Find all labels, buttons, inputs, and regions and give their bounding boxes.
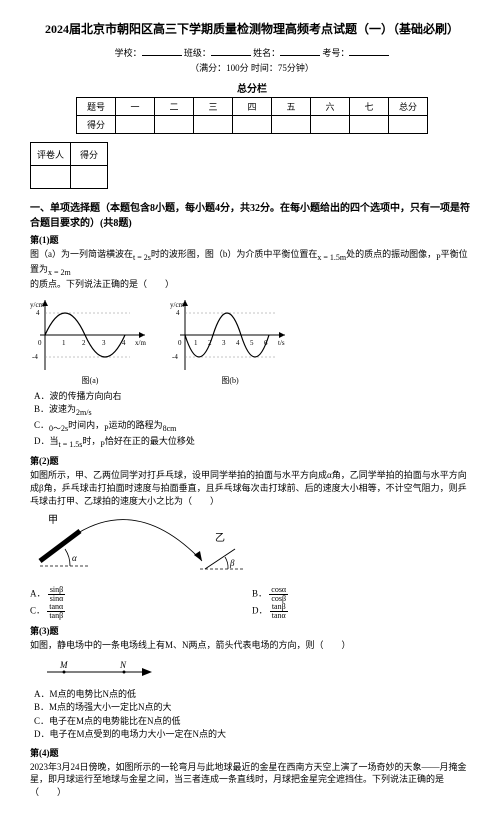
svg-text:α: α <box>72 553 77 563</box>
q1-option-a[interactable]: A．波的传播方向向右 <box>34 390 474 404</box>
svg-text:4: 4 <box>236 339 240 347</box>
svg-text:乙: 乙 <box>215 532 225 544</box>
score-value-label: 得分 <box>77 116 116 134</box>
grader-label: 评卷人 <box>31 143 71 166</box>
grader-score-label: 得分 <box>71 143 108 166</box>
score-row-label: 题号 <box>77 98 116 116</box>
q2-option-d[interactable]: D． tanβtanα <box>252 603 474 620</box>
svg-text:3: 3 <box>102 339 106 347</box>
q2-figure: 甲 α β 乙 <box>30 511 474 586</box>
name-label: 姓名： <box>253 48 280 58</box>
exam-meta: （满分：100分 时间：75分钟） <box>30 61 474 74</box>
q1-figures: y/cm x/m 4 -4 0 1 2 3 4 图(a) y/cm t/s 4 … <box>30 295 474 386</box>
svg-text:4: 4 <box>36 309 40 317</box>
svg-text:-4: -4 <box>172 353 178 361</box>
score-section-label: 总分栏 <box>30 80 474 95</box>
exam-title: 2024届北京市朝阳区高三下学期质量检测物理高频考点试题（一）（基础必刷） <box>30 20 474 37</box>
class-label: 班级： <box>184 48 211 58</box>
q2-option-c[interactable]: C． tanαtanβ <box>30 603 252 620</box>
q3-text: 如图，静电场中的一条电场线上有M、N两点，箭头代表电场的方向，则（ ） <box>30 639 474 652</box>
examno-blank[interactable] <box>349 45 389 56</box>
svg-text:1: 1 <box>194 339 198 347</box>
school-label: 学校： <box>115 48 142 58</box>
score-table: 题号 一 二 三 四 五 六 七 总分 得分 <box>76 97 428 134</box>
svg-text:β: β <box>229 558 235 568</box>
q2-text: 如图所示，甲、乙两位同学对打乒乓球，设甲同学举拍的拍面与水平方向成α角，乙同学举… <box>30 469 474 507</box>
svg-text:0: 0 <box>178 339 182 347</box>
q1-options: A．波的传播方向向右 B．波速为2m/s C．0～2s时间内，P运动的路程为8c… <box>34 390 474 451</box>
grader-table: 评卷人 得分 <box>30 142 108 189</box>
svg-text:t/s: t/s <box>278 339 285 347</box>
q2-option-a[interactable]: A． sinβsinα <box>30 586 252 603</box>
q1-option-c[interactable]: C．0～2s时间内，P运动的路程为8cm <box>34 419 474 435</box>
q3-header: 第(3)题 <box>30 624 474 637</box>
svg-text:-4: -4 <box>32 353 38 361</box>
svg-text:y/cm: y/cm <box>170 301 185 309</box>
svg-text:N: N <box>119 660 127 670</box>
svg-text:M: M <box>59 660 68 670</box>
q3-figure: M N <box>42 658 474 682</box>
svg-text:0: 0 <box>38 339 42 347</box>
svg-text:5: 5 <box>250 339 254 347</box>
svg-text:3: 3 <box>222 339 226 347</box>
school-blank[interactable] <box>142 45 182 56</box>
q2-header: 第(2)题 <box>30 454 474 467</box>
q1-figure-a: y/cm x/m 4 -4 0 1 2 3 4 图(a) <box>30 295 150 386</box>
q4-text: 2023年3月24日傍晚，如图所示的一轮弯月与此地球最近的金星在西南方天空上演了… <box>30 761 474 799</box>
svg-text:y/cm: y/cm <box>30 301 45 309</box>
q2-option-b[interactable]: B． cosαcosβ <box>252 586 474 603</box>
q4-header: 第(4)题 <box>30 746 474 759</box>
q1-header: 第(1)题 <box>30 233 474 246</box>
q3-option-a[interactable]: A．M点的电势比N点的低 <box>34 688 474 702</box>
svg-text:4: 4 <box>176 309 180 317</box>
student-info-line: 学校： 班级： 姓名： 考号： <box>30 45 474 59</box>
name-blank[interactable] <box>280 45 320 56</box>
q3-option-c[interactable]: C．电子在M点的电势能比在N点的低 <box>34 715 474 729</box>
svg-text:2: 2 <box>82 339 86 347</box>
class-blank[interactable] <box>211 45 251 56</box>
q2-options: A． sinβsinα B． cosαcosβ C． tanαtanβ D． t… <box>30 586 474 620</box>
svg-text:甲: 甲 <box>48 515 58 526</box>
q3-option-d[interactable]: D．电子在M点受到的电场力大小一定在N点的大 <box>34 728 474 742</box>
svg-text:x/m: x/m <box>135 339 146 347</box>
q3-options: A．M点的电势比N点的低 B．M点的场强大小一定比N点的大 C．电子在M点的电势… <box>34 688 474 742</box>
section-a-header: 一、单项选择题（本题包含8小题，每小题4分，共32分。在每小题给出的四个选项中，… <box>30 199 474 229</box>
q1-text: 图（a）为一列简谐横波在t = 2s时的波形图，图（b）为介质中平衡位置在x =… <box>30 248 474 291</box>
svg-text:1: 1 <box>62 339 66 347</box>
examno-label: 考号： <box>322 48 349 58</box>
q1-figure-b: y/cm t/s 4 -4 0 1 2 3 4 5 6 图(b) <box>170 295 290 386</box>
q1-option-d[interactable]: D．当t = 1.5s时，P恰好在正的最大位移处 <box>34 435 474 451</box>
q1-option-b[interactable]: B．波速为2m/s <box>34 403 474 419</box>
